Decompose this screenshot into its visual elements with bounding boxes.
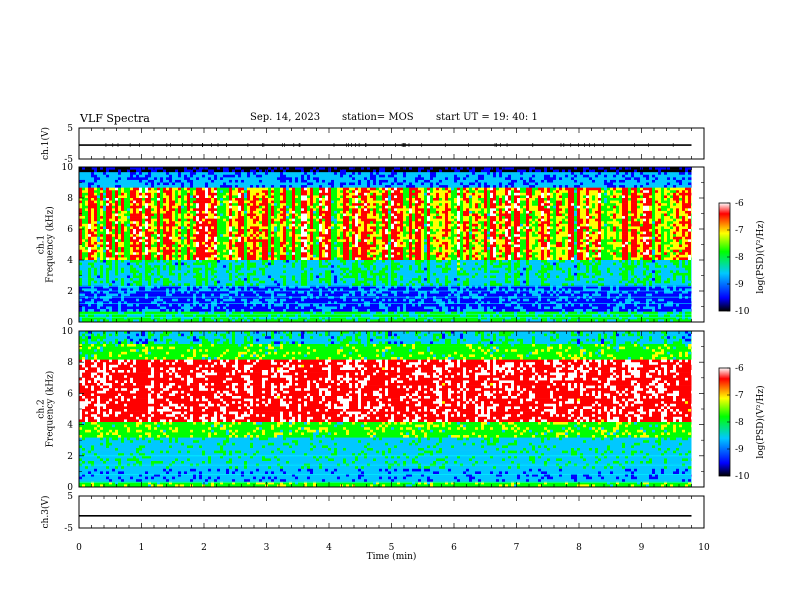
- ytick-label: -5: [64, 155, 73, 165]
- ytick-label: 2: [67, 452, 73, 462]
- colorbar-label: log(PSD)(V²/Hz): [755, 385, 766, 458]
- colorbar-tick: -6: [735, 199, 744, 209]
- ytick-label: 6: [67, 389, 73, 399]
- ylabel: Frequency (kHz): [45, 206, 56, 283]
- xtick-label: 10: [698, 543, 710, 553]
- colorbar-tick: -8: [735, 418, 744, 428]
- ytick-label: 8: [67, 358, 73, 368]
- ytick-label: 5: [67, 124, 73, 134]
- xtick-label: 3: [264, 543, 270, 553]
- ytick-label: 2: [67, 287, 73, 297]
- colorbar-tick: -10: [735, 307, 750, 317]
- ylabel: ch.2: [37, 399, 47, 418]
- xtick-label: 7: [514, 543, 520, 553]
- chart-title: VLF Spectra: [80, 112, 150, 125]
- ytick-label: 10: [62, 163, 74, 173]
- start-time-label: start UT = 19: 40: 1: [436, 112, 538, 123]
- xtick-label: 0: [76, 543, 82, 553]
- colorbar-tick: -10: [735, 472, 750, 482]
- date-label: Sep. 14, 2023: [250, 112, 320, 123]
- ytick-label: 8: [67, 194, 73, 204]
- ytick-label: 0: [67, 318, 73, 328]
- xtick-label: 8: [576, 543, 582, 553]
- ytick-label: 10: [62, 327, 74, 337]
- colorbar-label: log(PSD)(V²/Hz): [755, 220, 766, 293]
- ytick-label: 0: [67, 483, 73, 493]
- ytick-label: 4: [67, 256, 73, 266]
- colorbar-tick: -9: [735, 445, 744, 455]
- xtick-label: 4: [326, 543, 332, 553]
- colorbar-tick: -8: [735, 253, 744, 263]
- ytick-label: 4: [67, 421, 73, 431]
- xtick-label: 2: [201, 543, 207, 553]
- ylabel: Frequency (kHz): [45, 371, 56, 448]
- ytick-label: 6: [67, 225, 73, 235]
- xtick-label: 6: [451, 543, 457, 553]
- xtick-label: 1: [139, 543, 145, 553]
- ytick-label: 5: [67, 492, 73, 502]
- colorbar-tick: -9: [735, 280, 744, 290]
- spectrogram-ch1: [79, 167, 704, 323]
- colorbar-tick: -7: [735, 226, 744, 236]
- colorbar-tick: -7: [735, 391, 744, 401]
- ylabel: ch.1(V): [40, 127, 51, 160]
- spectrogram-ch2: [79, 331, 704, 488]
- ylabel: ch.1: [37, 235, 47, 254]
- ytick-label: -5: [64, 524, 73, 534]
- xtick-label: 5: [389, 543, 395, 553]
- xtick-label: 9: [639, 543, 645, 553]
- station-label: station= MOS: [342, 112, 414, 123]
- colorbar-tick: -6: [735, 364, 744, 374]
- ylabel: ch.3(V): [40, 496, 51, 529]
- xaxis-label: Time (min): [367, 551, 417, 562]
